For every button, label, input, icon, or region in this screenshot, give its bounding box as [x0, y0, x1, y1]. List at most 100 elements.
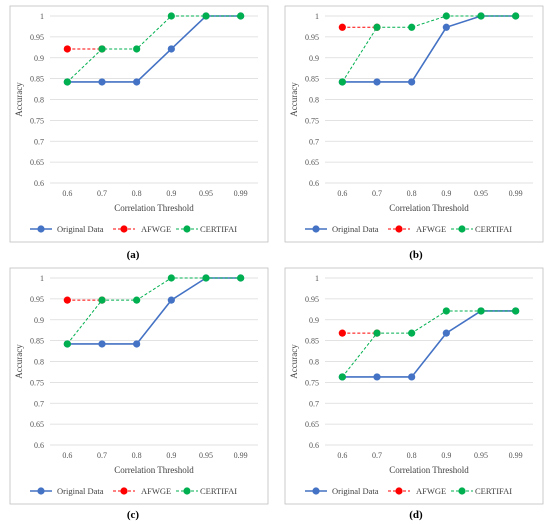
- x-tick-label: 0.8: [132, 451, 142, 460]
- x-tick-label: 0.8: [407, 189, 417, 198]
- series-line-certifai: [341, 310, 516, 378]
- chart-frame: [284, 267, 544, 505]
- y-tick-label: 0.65: [305, 420, 319, 429]
- data-point-certifai: [63, 340, 71, 348]
- data-point-afwge: [338, 23, 346, 31]
- data-point-original-data: [373, 373, 381, 381]
- y-tick-label: 0.9: [309, 54, 319, 63]
- x-tick-label: 0.95: [199, 451, 213, 460]
- x-axis-title: Correlation Threshold: [389, 203, 469, 213]
- legend-label-certifai: CERTIFAI: [475, 486, 512, 496]
- chart-d-caption: (d): [409, 509, 423, 521]
- data-point-afwge: [63, 296, 71, 304]
- chart-frame: [9, 5, 269, 243]
- legend-marker-afwge: [395, 225, 403, 233]
- y-tick-label: 0.9: [309, 316, 319, 325]
- x-tick-label: 0.7: [97, 451, 107, 460]
- y-tick-label: 0.95: [30, 33, 44, 42]
- data-point-original-data: [133, 78, 141, 86]
- series-line-certifai: [66, 15, 241, 83]
- legend-marker-certifai: [458, 225, 466, 233]
- chart-b-caption: (b): [409, 249, 423, 261]
- y-tick-label: 0.95: [30, 295, 44, 304]
- chart-frame: [284, 5, 544, 243]
- legend-label-certifai: CERTIFAI: [200, 224, 237, 234]
- y-tick-label: 0.85: [305, 75, 319, 84]
- legend-label-original-data: Original Data: [57, 224, 104, 234]
- y-tick-label: 0.65: [305, 158, 319, 167]
- legend-marker-original-data: [312, 225, 320, 233]
- y-tick-label: 1: [40, 274, 44, 283]
- data-point-original-data: [408, 373, 416, 381]
- data-point-certifai: [167, 12, 175, 20]
- y-tick-label: 0.85: [30, 75, 44, 84]
- legend-label-original-data: Original Data: [332, 486, 379, 496]
- chart-c-caption: (c): [126, 509, 140, 521]
- legend-marker-afwge: [120, 225, 128, 233]
- x-axis-title: Correlation Threshold: [114, 203, 194, 213]
- data-point-original-data: [98, 78, 106, 86]
- data-point-certifai: [63, 78, 71, 86]
- y-tick-label: 0.85: [30, 337, 44, 346]
- data-point-certifai: [442, 307, 450, 315]
- data-point-certifai: [237, 274, 245, 282]
- x-tick-label: 0.99: [234, 451, 248, 460]
- x-tick-label: 0.6: [337, 189, 347, 198]
- y-tick-label: 0.85: [305, 337, 319, 346]
- x-tick-label: 0.95: [474, 189, 488, 198]
- data-point-certifai: [202, 274, 210, 282]
- x-tick-label: 0.6: [337, 451, 347, 460]
- data-point-original-data: [373, 78, 381, 86]
- chart-c-svg: 0.6 0.65 0.7 0.75 0.8 0.85 0.9 0.95 1 0.6 0.7 0.8 0.…: [9, 267, 269, 505]
- series-line-certifai: [66, 277, 241, 345]
- y-tick-label: 0.9: [34, 54, 44, 63]
- chart-a-caption: (a): [126, 249, 140, 261]
- data-point-certifai: [338, 373, 346, 381]
- y-tick-label: 1: [40, 12, 44, 21]
- y-tick-label: 0.9: [34, 316, 44, 325]
- legend-label-afwge: AFWGE: [416, 486, 446, 496]
- legend-label-afwge: AFWGE: [141, 486, 171, 496]
- y-tick-label: 0.75: [30, 116, 44, 125]
- data-point-certifai: [98, 296, 106, 304]
- x-tick-label: 0.6: [62, 189, 72, 198]
- y-tick-label: 0.7: [309, 137, 319, 146]
- x-tick-label: 0.95: [199, 189, 213, 198]
- legend-marker-afwge: [120, 487, 128, 495]
- y-tick-label: 0.95: [305, 295, 319, 304]
- y-tick-label: 0.8: [309, 358, 319, 367]
- x-tick-label: 0.99: [509, 451, 523, 460]
- chart-a-svg: 0.6 0.65 0.7 0.75 0.8 0.85 0.9 0.95 1 0.6 0.7 0.8 0.…: [9, 5, 269, 243]
- legend-marker-afwge: [395, 487, 403, 495]
- legend-marker-certifai: [458, 487, 466, 495]
- data-point-certifai: [202, 12, 210, 20]
- x-tick-label: 0.95: [474, 451, 488, 460]
- legend-marker-original-data: [312, 487, 320, 495]
- data-point-original-data: [133, 340, 141, 348]
- x-tick-label: 0.99: [234, 189, 248, 198]
- data-point-original-data: [98, 340, 106, 348]
- data-point-certifai: [338, 78, 346, 86]
- legend-label-certifai: CERTIFAI: [475, 224, 512, 234]
- data-point-certifai: [98, 45, 106, 53]
- x-tick-label: 0.9: [441, 451, 451, 460]
- data-point-certifai: [133, 45, 141, 53]
- data-point-certifai: [133, 296, 141, 304]
- legend-label-afwge: AFWGE: [141, 224, 171, 234]
- y-tick-label: 0.6: [34, 441, 44, 450]
- chart-panel-c: 0.6 0.65 0.7 0.75 0.8 0.85 0.9 0.95 1 0.6 0.7 0.8 0.…: [0, 262, 275, 524]
- data-point-original-data: [167, 296, 175, 304]
- chart-b-svg: 0.6 0.65 0.7 0.75 0.8 0.85 0.9 0.95 1 0.6 0.7 0.8 0.…: [284, 5, 544, 243]
- x-tick-label: 0.9: [166, 451, 176, 460]
- data-point-certifai: [373, 23, 381, 31]
- data-point-original-data: [442, 23, 450, 31]
- x-tick-label: 0.9: [441, 189, 451, 198]
- y-axis-title: Accuracy: [289, 344, 299, 379]
- x-tick-label: 0.8: [132, 189, 142, 198]
- x-tick-label: 0.7: [372, 451, 382, 460]
- data-point-certifai: [512, 307, 520, 315]
- data-point-original-data: [442, 329, 450, 337]
- y-tick-label: 0.65: [30, 420, 44, 429]
- legend-label-certifai: CERTIFAI: [200, 486, 237, 496]
- data-point-certifai: [442, 12, 450, 20]
